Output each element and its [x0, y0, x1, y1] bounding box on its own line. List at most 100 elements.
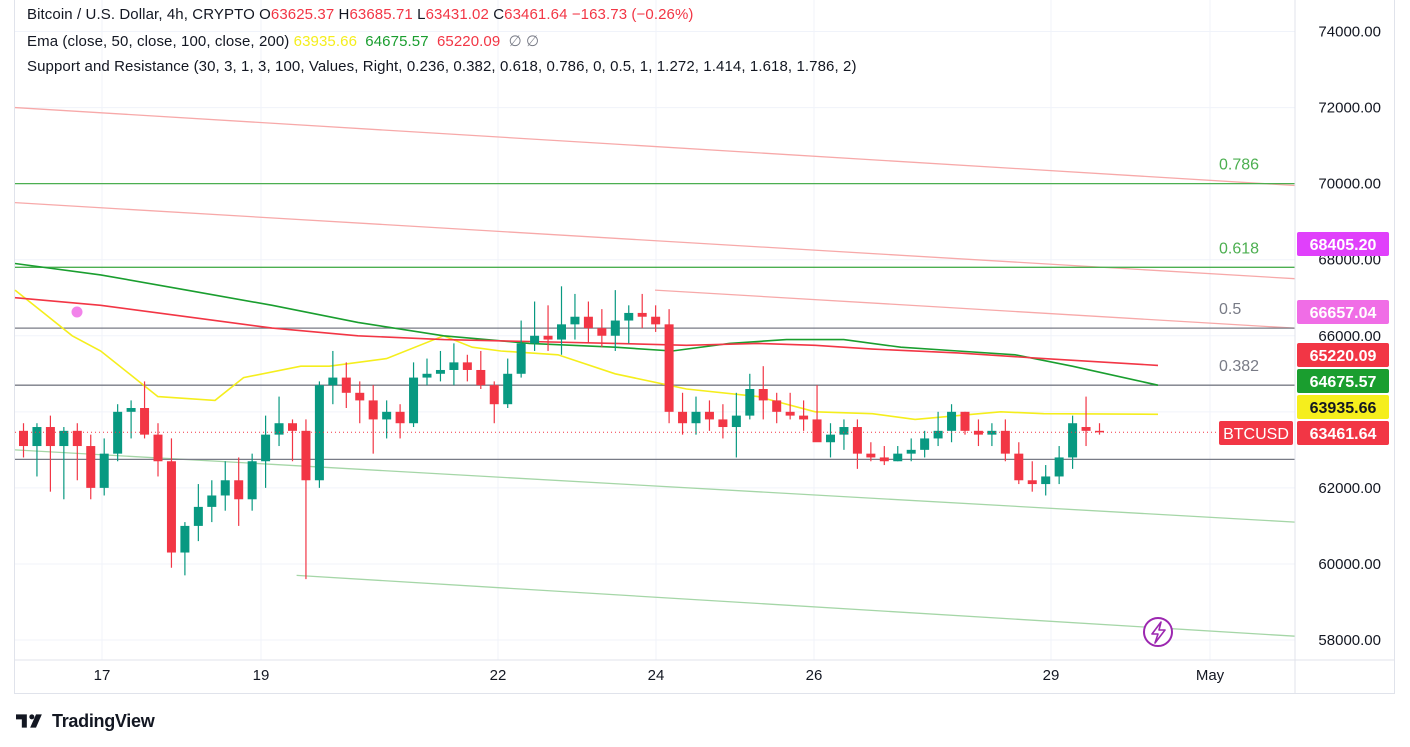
- candle-body[interactable]: [1000, 430, 1010, 454]
- sr-label[interactable]: Support and Resistance (30, 3, 1, 3, 100…: [27, 58, 857, 75]
- candle-body[interactable]: [1095, 430, 1104, 433]
- candle-body[interactable]: [772, 400, 782, 412]
- ema-value: 64675.57: [365, 33, 433, 50]
- candle-body[interactable]: [664, 324, 674, 412]
- candle-body[interactable]: [328, 377, 338, 386]
- candle-body[interactable]: [920, 438, 930, 450]
- candle-body[interactable]: [624, 312, 634, 321]
- candle-body[interactable]: [799, 415, 809, 420]
- candle-body[interactable]: [1014, 453, 1024, 481]
- candle-body[interactable]: [691, 411, 701, 424]
- candle-body[interactable]: [826, 434, 835, 443]
- ema-values: 63935.66 64675.57 65220.09: [294, 33, 509, 50]
- price-label-badge: [1297, 232, 1389, 256]
- candle-body[interactable]: [1054, 457, 1064, 477]
- candle-body[interactable]: [341, 377, 351, 393]
- candle-body[interactable]: [422, 373, 432, 378]
- candle-body[interactable]: [651, 316, 661, 325]
- candle-body[interactable]: [261, 434, 271, 462]
- candle-body[interactable]: [973, 430, 983, 435]
- candle-body[interactable]: [166, 461, 176, 553]
- candle-body[interactable]: [557, 324, 566, 340]
- lightning-icon[interactable]: [1143, 617, 1173, 647]
- candle-body[interactable]: [597, 328, 607, 336]
- candle-body[interactable]: [193, 506, 203, 526]
- candle-body[interactable]: [355, 392, 365, 401]
- candle-body[interactable]: [288, 423, 297, 431]
- candle-body[interactable]: [570, 316, 580, 325]
- candle-body[interactable]: [435, 369, 445, 374]
- ema-label[interactable]: Ema (close, 50, close, 100, close, 200): [27, 33, 290, 50]
- candle-body[interactable]: [893, 453, 903, 462]
- candle-body[interactable]: [409, 377, 419, 424]
- ema-line: [14, 289, 1159, 421]
- candle-body[interactable]: [678, 411, 688, 424]
- candle-body[interactable]: [785, 411, 795, 416]
- symbol-title[interactable]: Bitcoin / U.S. Dollar, 4h, CRYPTO: [27, 6, 255, 23]
- candle-body[interactable]: [99, 453, 109, 488]
- tradingview-logo-icon: [16, 714, 42, 728]
- candle-body[interactable]: [637, 312, 647, 317]
- candle-body[interactable]: [207, 495, 217, 507]
- candle-body[interactable]: [234, 480, 244, 500]
- candle-body[interactable]: [19, 430, 28, 447]
- candle-body[interactable]: [113, 411, 123, 454]
- candle-body[interactable]: [1068, 423, 1078, 458]
- candle-body[interactable]: [274, 423, 284, 435]
- candle-body[interactable]: [1041, 476, 1051, 485]
- candle-body[interactable]: [583, 316, 593, 329]
- candle-body[interactable]: [462, 362, 472, 370]
- candle-body[interactable]: [731, 415, 741, 428]
- candle-body[interactable]: [382, 411, 392, 420]
- ohlc-value: 63431.02: [425, 6, 489, 23]
- candle-body[interactable]: [852, 427, 862, 454]
- candle-body[interactable]: [718, 419, 728, 428]
- candle-body[interactable]: [610, 320, 620, 336]
- price-label-badge: [1297, 369, 1389, 393]
- candle-body[interactable]: [153, 434, 163, 462]
- x-tick-label: 24: [648, 667, 665, 684]
- candle-body[interactable]: [86, 446, 96, 488]
- symbol-legend[interactable]: Bitcoin / U.S. Dollar, 4h, CRYPTO O63625…: [27, 6, 694, 23]
- candle-body[interactable]: [368, 400, 378, 420]
- candle-body[interactable]: [32, 427, 42, 447]
- candle-body[interactable]: [1081, 427, 1091, 431]
- candle-body[interactable]: [476, 369, 486, 386]
- sr-legend[interactable]: Support and Resistance (30, 3, 1, 3, 100…: [27, 58, 857, 75]
- candle-body[interactable]: [503, 373, 513, 405]
- candle-body[interactable]: [247, 461, 257, 500]
- candle-body[interactable]: [301, 430, 311, 481]
- price-label-text: 64675.57: [1310, 374, 1377, 391]
- candle-body[interactable]: [180, 525, 190, 553]
- candle-body[interactable]: [879, 457, 889, 462]
- candle-body[interactable]: [704, 411, 714, 420]
- candle-body[interactable]: [220, 480, 230, 496]
- candle-body[interactable]: [812, 419, 822, 443]
- candle-body[interactable]: [839, 427, 849, 435]
- candle-body[interactable]: [906, 449, 916, 454]
- chart-canvas[interactable]: 0.786 0.618 0.5 0.382 58000.00 60000.00 62000.…: [0, 0, 1410, 700]
- candle-body[interactable]: [758, 388, 768, 401]
- candle-body[interactable]: [45, 427, 55, 447]
- candle-body[interactable]: [140, 408, 150, 435]
- price-label-badge: [1297, 300, 1389, 324]
- candle-body[interactable]: [866, 453, 876, 458]
- candle-body[interactable]: [947, 411, 957, 431]
- candle-body[interactable]: [530, 335, 540, 344]
- ohlc-key: O: [259, 6, 271, 23]
- candle-body[interactable]: [489, 385, 499, 405]
- candle-body[interactable]: [543, 335, 553, 340]
- footer: TradingView: [16, 710, 155, 732]
- trend-line: [14, 201, 1296, 280]
- candle-body[interactable]: [933, 430, 943, 439]
- candle-body[interactable]: [960, 411, 970, 431]
- candle-body[interactable]: [449, 362, 459, 370]
- candle-body[interactable]: [59, 430, 69, 447]
- candle-body[interactable]: [126, 408, 136, 412]
- candle-body[interactable]: [745, 388, 755, 416]
- candle-body[interactable]: [395, 411, 405, 424]
- candle-body[interactable]: [516, 343, 526, 374]
- ema-legend[interactable]: Ema (close, 50, close, 100, close, 200) …: [27, 32, 539, 50]
- candle-body[interactable]: [1027, 480, 1037, 485]
- candle-body[interactable]: [72, 430, 82, 447]
